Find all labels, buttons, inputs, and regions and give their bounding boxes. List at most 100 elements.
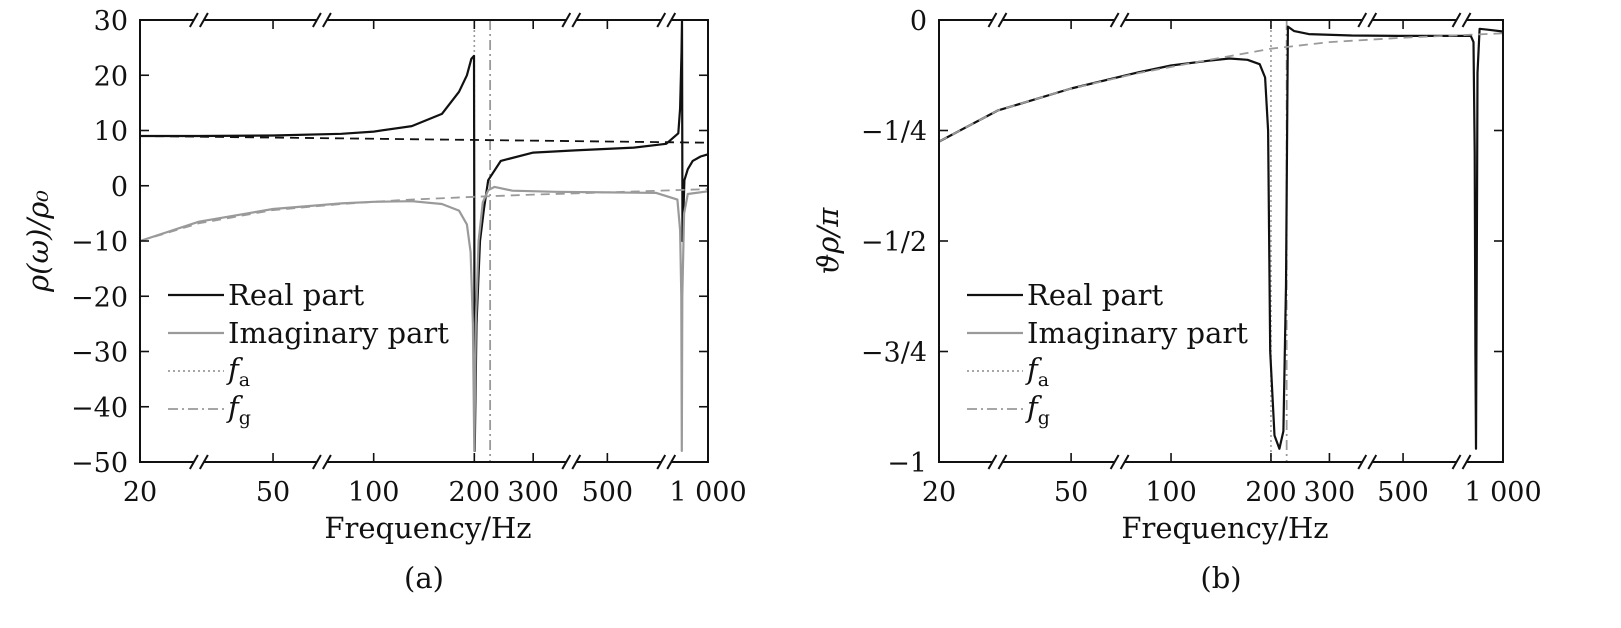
axis-break-mark — [312, 12, 322, 28]
legend-label: fg — [226, 390, 251, 429]
y-tick-label: −20 — [71, 282, 128, 313]
x-tick-label: 100 — [1145, 477, 1197, 508]
axis-break-gap — [1456, 16, 1467, 24]
legend-label: fa — [1025, 352, 1049, 391]
axis-break-mark — [322, 454, 332, 470]
axis-break-mark — [199, 454, 209, 470]
x-tick-label: 50 — [1054, 477, 1088, 508]
axis-break-mark — [1461, 12, 1472, 28]
axis-break-mark — [1357, 454, 1368, 470]
axis-break-gap — [1362, 458, 1373, 466]
axes-frame — [938, 19, 1504, 463]
axis-break-gap — [1114, 16, 1125, 24]
axis-break-mark — [1119, 12, 1130, 28]
series-phase-quasistatic — [939, 32, 1503, 143]
axis-break-gap — [316, 16, 327, 24]
y-tick-label: −40 — [71, 393, 128, 424]
axis-break-gap — [1114, 458, 1125, 466]
y-tick-label: 0 — [111, 172, 128, 203]
x-tick-label: 50 — [256, 477, 290, 508]
axes-frame — [139, 19, 709, 463]
axis-break-mark — [189, 12, 199, 28]
y-tick-label: 30 — [94, 6, 128, 37]
panel-b: 20 50 100 200 300 500 1 000 0 −1/4 −1/2 −3/4 −1 Freq… — [811, 6, 1542, 595]
axis-break-mark — [656, 12, 667, 28]
panel-caption: (a) — [404, 561, 444, 595]
axis-break-mark — [1367, 454, 1378, 470]
axis-break-gap — [566, 458, 577, 466]
x-tick-label: 200 — [449, 477, 501, 508]
x-axis-title: Frequency/Hz — [1121, 511, 1328, 545]
axis-break-gap — [566, 16, 577, 24]
legend-subscript: a — [1038, 369, 1049, 391]
series-real — [140, 20, 708, 452]
x-tick-label: 20 — [922, 477, 956, 508]
x-axis-title: Frequency/Hz — [324, 511, 531, 545]
x-tick-label: 100 — [348, 477, 400, 508]
y-tick-label: 10 — [94, 117, 128, 148]
axis-break-mark — [561, 12, 572, 28]
x-tick-label: 300 — [507, 477, 559, 508]
axis-break-mark — [1451, 12, 1462, 28]
series-imaginary — [140, 185, 708, 452]
axis-break-mark — [666, 454, 677, 470]
axis-break-gap — [1362, 16, 1373, 24]
legend-label: fa — [226, 352, 250, 391]
axis-break-gap — [193, 458, 204, 466]
legend-label: Real part — [228, 278, 364, 312]
x-tick-label: 200 — [1245, 477, 1297, 508]
legend-subscript: g — [1038, 407, 1050, 429]
y-tick-label: 0 — [910, 6, 927, 37]
y-tick-label: 20 — [94, 61, 128, 92]
y-tick-label: −1/4 — [861, 117, 927, 148]
panel-caption: (b) — [1200, 561, 1241, 595]
y-tick-label: −1 — [887, 448, 927, 479]
axis-break-gap — [316, 458, 327, 466]
legend-label: Imaginary part — [228, 316, 449, 350]
x-tick-label: 300 — [1304, 477, 1356, 508]
panel-a: 20 50 100 200 300 500 1 0003020100−10−20−30−40… — [21, 6, 747, 595]
y-tick-label: −3/4 — [861, 338, 927, 369]
legend-label: Real part — [1027, 278, 1163, 312]
y-tick-label: −30 — [71, 338, 128, 369]
series-real-quasistatic — [140, 135, 708, 144]
axis-break-mark — [571, 454, 582, 470]
axis-break-mark — [987, 454, 998, 470]
series-imaginary-quasistatic — [140, 188, 708, 242]
axis-break-mark — [997, 454, 1008, 470]
axis-break-mark — [656, 454, 667, 470]
x-tick-label: 20 — [123, 477, 157, 508]
x-tick-label: 500 — [1377, 477, 1429, 508]
y-axis-title: ρ(ω)/ρ₀ — [21, 190, 55, 293]
axis-break-mark — [322, 12, 332, 28]
axis-break-mark — [1357, 12, 1368, 28]
axis-break-mark — [199, 12, 209, 28]
axis-break-mark — [1461, 454, 1472, 470]
axis-break-mark — [1109, 12, 1120, 28]
axis-break-gap — [193, 16, 204, 24]
axis-break-mark — [1367, 12, 1378, 28]
axis-break-mark — [1451, 454, 1462, 470]
axis-break-gap — [992, 458, 1003, 466]
axis-break-gap — [661, 458, 672, 466]
legend-subscript: a — [239, 369, 250, 391]
series-phase — [939, 25, 1503, 450]
axis-break-gap — [1456, 458, 1467, 466]
axis-break-mark — [1109, 454, 1120, 470]
x-tick-label: 1 000 — [669, 477, 746, 508]
y-tick-label: −50 — [71, 448, 128, 479]
axis-break-mark — [997, 12, 1008, 28]
legend-label: Imaginary part — [1027, 316, 1248, 350]
axis-break-gap — [661, 16, 672, 24]
y-tick-label: −10 — [71, 227, 128, 258]
legend-label: fg — [1025, 390, 1050, 429]
axis-break-mark — [571, 12, 582, 28]
axis-break-mark — [1119, 454, 1130, 470]
axis-break-mark — [987, 12, 998, 28]
x-tick-label: 1 000 — [1464, 477, 1541, 508]
legend-subscript: g — [239, 407, 251, 429]
y-axis-title: ϑρ/π — [811, 207, 845, 275]
axis-break-gap — [992, 16, 1003, 24]
axis-break-mark — [561, 454, 572, 470]
